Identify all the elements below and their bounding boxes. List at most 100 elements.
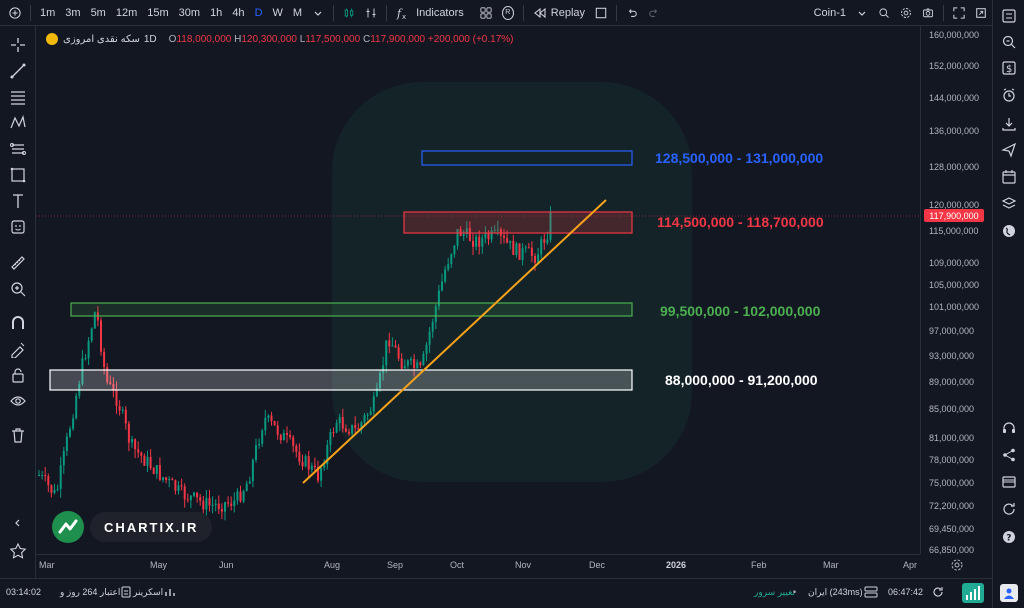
- send-icon[interactable]: [998, 139, 1020, 161]
- refresh-icon[interactable]: [998, 498, 1020, 520]
- timeframe-d[interactable]: D: [254, 6, 263, 19]
- trendline[interactable]: [302, 199, 607, 484]
- candle-body: [168, 478, 171, 481]
- rectangle-select-icon[interactable]: [590, 2, 612, 24]
- lock-drawing-icon[interactable]: [6, 338, 30, 360]
- price-tick: 89,000,000: [929, 377, 975, 387]
- ruler-icon[interactable]: [6, 252, 30, 274]
- time-axis[interactable]: Mar May Jun Aug Sep Oct Nov Dec 2026 Feb…: [36, 554, 920, 578]
- candle-body: [93, 312, 96, 329]
- compare-icon[interactable]: [360, 2, 382, 24]
- candle-body: [227, 502, 230, 504]
- favorites-star-icon[interactable]: [6, 540, 30, 562]
- trend-line-icon[interactable]: [6, 60, 30, 82]
- price-chart[interactable]: [36, 26, 920, 554]
- pattern-tool-icon[interactable]: [6, 112, 30, 134]
- axis-settings-gear-icon[interactable]: [950, 558, 964, 572]
- alerts-clock-icon[interactable]: [998, 84, 1020, 106]
- candle-body: [450, 254, 453, 265]
- support-headset-icon[interactable]: [998, 417, 1020, 439]
- timeframe-12m[interactable]: 12m: [115, 6, 138, 19]
- candle-body: [177, 485, 180, 491]
- screener-link[interactable]: اسکرینر: [133, 587, 164, 597]
- dollar-icon[interactable]: $: [998, 57, 1020, 79]
- camera-snapshot-icon[interactable]: [917, 2, 939, 24]
- candle-body: [357, 428, 360, 430]
- refresh-small-icon[interactable]: [931, 585, 945, 601]
- help-question-icon[interactable]: ?: [998, 526, 1020, 548]
- globe-icon[interactable]: [998, 220, 1020, 242]
- zone-blue[interactable]: [421, 150, 633, 166]
- candle-body: [196, 492, 199, 498]
- candle-body: [255, 445, 257, 460]
- candle-body: [193, 492, 195, 496]
- chart-pane[interactable]: [36, 26, 920, 554]
- server-change-link[interactable]: تغییر سرور: [754, 587, 795, 597]
- lock-icon[interactable]: [6, 364, 30, 386]
- fullscreen-icon[interactable]: [948, 2, 970, 24]
- candle-body: [484, 233, 487, 239]
- settings-gear-icon[interactable]: [895, 2, 917, 24]
- high-value: 120,300,000: [241, 33, 297, 45]
- alert-r-icon[interactable]: R: [497, 2, 519, 24]
- timeframe-1m[interactable]: 1m: [40, 6, 56, 19]
- timeframe-5m[interactable]: 5m: [90, 6, 106, 19]
- text-tool-icon[interactable]: [6, 190, 30, 212]
- calendar-icon[interactable]: [998, 166, 1020, 188]
- magnet-icon[interactable]: [6, 312, 30, 334]
- candle-body: [419, 362, 422, 365]
- rectangle-tool-icon[interactable]: [6, 164, 30, 186]
- candle-body: [487, 233, 490, 240]
- timeframe-15m[interactable]: 15m: [147, 6, 169, 19]
- crosshair-icon[interactable]: [6, 34, 30, 56]
- price-tick: 101,000,000: [929, 302, 980, 312]
- zone-white[interactable]: [49, 369, 633, 391]
- emoji-sticker-icon[interactable]: [6, 216, 30, 238]
- user-avatar[interactable]: [998, 582, 1020, 604]
- zoom-in-icon[interactable]: [6, 278, 30, 300]
- zone-green[interactable]: [70, 302, 633, 317]
- share-icon[interactable]: [998, 444, 1020, 466]
- timeframe-30m[interactable]: 30m: [178, 6, 201, 19]
- timeframe-dropdown-icon[interactable]: [307, 2, 329, 24]
- eye-visibility-icon[interactable]: [6, 390, 30, 412]
- timeframe-1h[interactable]: 1h: [210, 6, 223, 19]
- quick-search-icon[interactable]: [873, 2, 895, 24]
- trash-icon[interactable]: [6, 424, 30, 446]
- credit-card-icon[interactable]: [998, 471, 1020, 493]
- horizontal-lines-icon[interactable]: [6, 86, 30, 108]
- candle-body: [152, 468, 155, 474]
- candle-body: [462, 234, 465, 237]
- redo-icon[interactable]: [643, 2, 665, 24]
- maximize-icon[interactable]: [970, 2, 992, 24]
- candles-chart-type-icon[interactable]: [338, 2, 360, 24]
- candle-body: [351, 424, 354, 434]
- watchlist-icon[interactable]: [998, 5, 1020, 27]
- add-symbol-icon[interactable]: [4, 2, 26, 24]
- watermark-logo: [332, 82, 692, 482]
- layers-icon[interactable]: [998, 193, 1020, 215]
- layouts-grid-icon[interactable]: [475, 2, 497, 24]
- collapse-toolbar-icon[interactable]: [6, 512, 30, 534]
- screener-icon[interactable]: [164, 586, 176, 600]
- symbol-legend[interactable]: 1D سکه نقدی امروزی O118,000,000 H120,300…: [46, 33, 513, 45]
- fib-tool-icon[interactable]: [6, 138, 30, 160]
- zone-red[interactable]: [403, 211, 633, 234]
- undo-icon[interactable]: [621, 2, 643, 24]
- download-icon[interactable]: [998, 113, 1020, 135]
- timeframe-4h[interactable]: 4h: [232, 6, 245, 19]
- replay-label: Replay: [550, 6, 586, 19]
- layout-dropdown-icon[interactable]: [851, 2, 873, 24]
- timeframe-w[interactable]: W: [272, 6, 283, 19]
- candle-body: [323, 464, 326, 468]
- candle-body: [270, 415, 273, 422]
- timeframe-3m[interactable]: 3m: [65, 6, 81, 19]
- timeframe-m[interactable]: M: [292, 6, 303, 19]
- ohlc-values: O118,000,000 H120,300,000 L117,500,000 C…: [169, 34, 514, 45]
- price-axis[interactable]: 160,000,000 152,000,000 144,000,000 136,…: [920, 26, 992, 555]
- search-zoom-icon[interactable]: [998, 31, 1020, 53]
- layout-name[interactable]: Coin-1: [813, 6, 846, 19]
- separator: [30, 4, 31, 21]
- replay-button[interactable]: Replay: [528, 2, 590, 24]
